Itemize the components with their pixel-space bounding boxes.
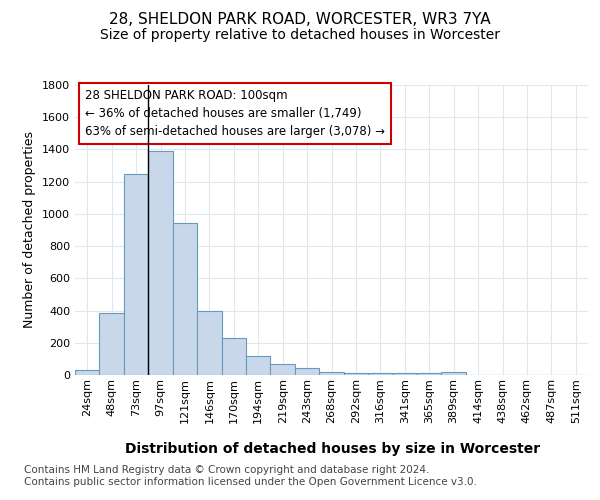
Bar — [271, 364, 295, 375]
Bar — [148, 151, 173, 375]
Bar — [173, 223, 197, 375]
Bar — [197, 310, 221, 375]
Bar — [368, 372, 392, 375]
Text: Contains HM Land Registry data © Crown copyright and database right 2024.
Contai: Contains HM Land Registry data © Crown c… — [24, 465, 477, 486]
Text: Size of property relative to detached houses in Worcester: Size of property relative to detached ho… — [100, 28, 500, 42]
Bar — [417, 372, 442, 375]
Bar — [319, 372, 344, 375]
Bar — [246, 356, 271, 375]
Bar — [221, 338, 246, 375]
Text: 28, SHELDON PARK ROAD, WORCESTER, WR3 7YA: 28, SHELDON PARK ROAD, WORCESTER, WR3 7Y… — [109, 12, 491, 28]
Bar — [295, 368, 319, 375]
Bar — [442, 372, 466, 375]
Bar — [100, 313, 124, 375]
Bar — [344, 372, 368, 375]
Bar — [124, 174, 148, 375]
Bar — [392, 372, 417, 375]
Text: 28 SHELDON PARK ROAD: 100sqm
← 36% of detached houses are smaller (1,749)
63% of: 28 SHELDON PARK ROAD: 100sqm ← 36% of de… — [85, 90, 385, 138]
Text: Distribution of detached houses by size in Worcester: Distribution of detached houses by size … — [125, 442, 541, 456]
Bar — [75, 370, 100, 375]
Y-axis label: Number of detached properties: Number of detached properties — [23, 132, 37, 328]
